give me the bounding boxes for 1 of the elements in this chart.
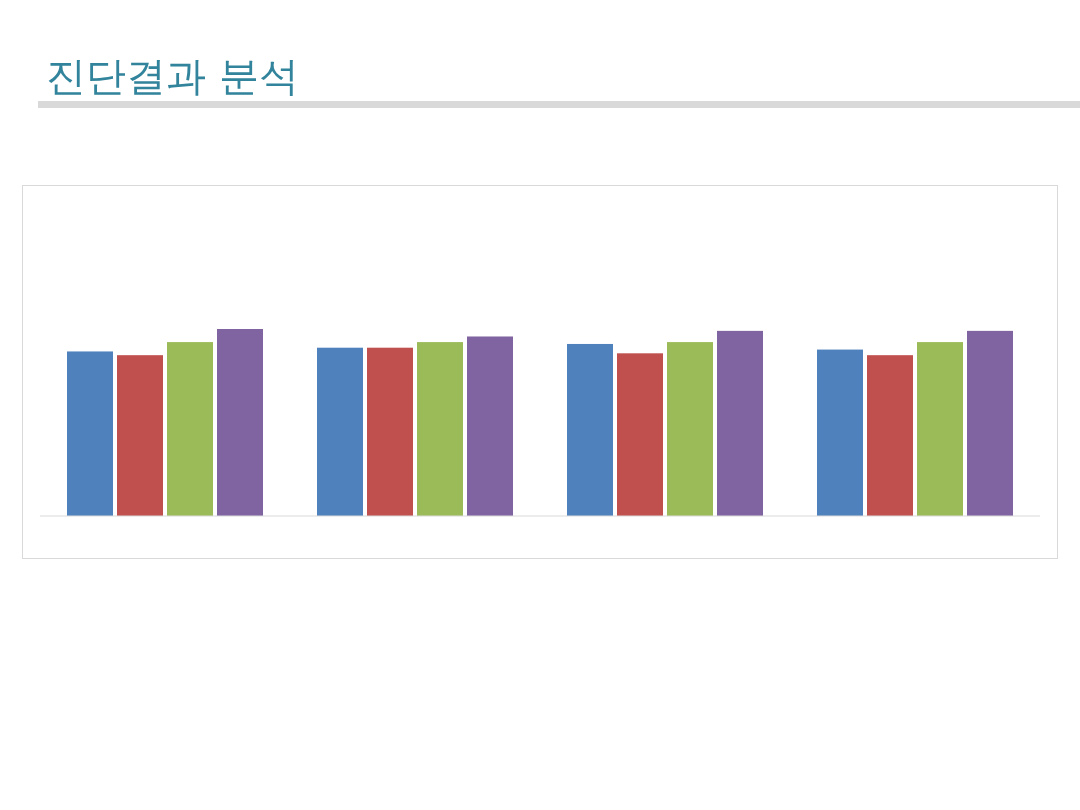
chart-title: 진단결과 분석 [46, 53, 299, 99]
